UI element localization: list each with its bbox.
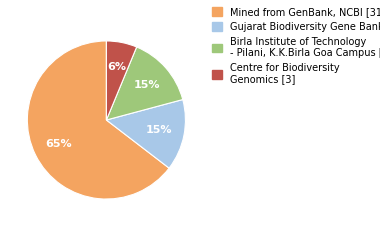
Wedge shape [27, 41, 169, 199]
Text: 15%: 15% [133, 80, 160, 90]
Legend: Mined from GenBank, NCBI [31], Gujarat Biodiversity Gene Bank [7], Birla Institu: Mined from GenBank, NCBI [31], Gujarat B… [210, 5, 380, 87]
Wedge shape [106, 47, 183, 120]
Text: 6%: 6% [108, 62, 127, 72]
Wedge shape [106, 100, 185, 168]
Text: 65%: 65% [45, 139, 71, 149]
Wedge shape [106, 41, 137, 120]
Text: 15%: 15% [146, 126, 173, 136]
